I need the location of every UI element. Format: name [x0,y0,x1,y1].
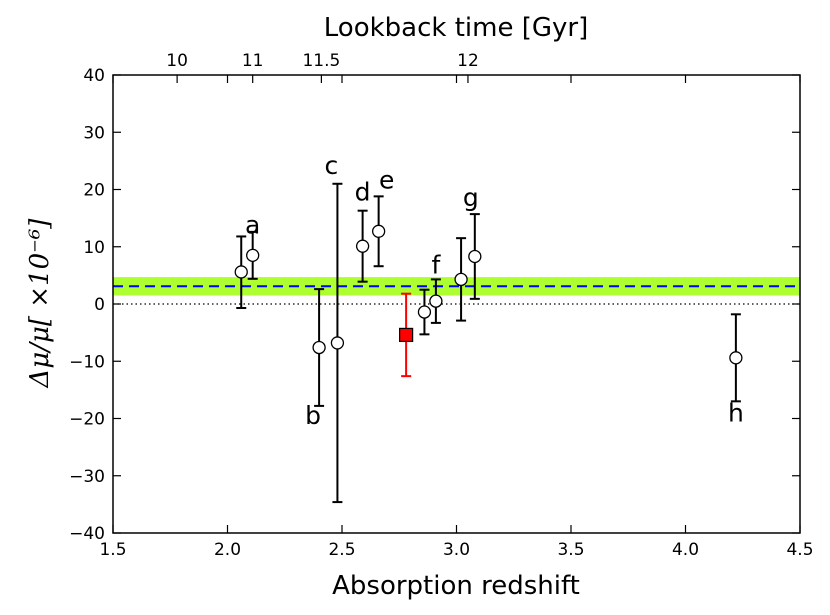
y-tick-label: −10 [69,352,105,372]
y-tick-label: 20 [83,181,105,201]
point-9-marker [468,249,482,264]
x-tick-label: 2.5 [328,540,355,560]
point-label-b: b [305,401,321,430]
point-1-marker [246,248,260,262]
x-tick-label: 1.5 [99,540,126,560]
point-label-g: g [463,183,479,212]
point-4-marker [355,239,370,253]
y-axis-title: Δμ/μ[ ×10⁻⁶] [25,218,55,389]
point-label-h: h [728,398,744,427]
top-tick-label: 11 [242,51,264,71]
point-6-marker [417,305,432,319]
x-tick-label: 3.5 [557,540,584,560]
point-3-marker [330,336,345,350]
top-tick-label: 11.5 [302,51,340,71]
y-tick-label: −40 [69,524,105,544]
x-tick-label: 4.0 [672,540,699,560]
point-8-marker [454,272,468,287]
x-tick-label: 2.0 [214,540,241,560]
y-tick-label: −30 [69,467,105,487]
x-tick-label: 3.0 [443,540,470,560]
y-tick-label: 0 [94,295,105,315]
plot-area: a b cd e f g h [113,151,800,504]
top-tick-label: 10 [166,51,188,71]
point-label-e: e [379,165,394,194]
point-label-d: d [355,178,371,207]
point-0-marker [234,265,248,279]
point-label-a: a [245,210,260,239]
y-tick-label: 30 [83,123,105,143]
axes: 1.5 2.0 2.5 3.0 3.5 4.0 4.5 −40 −30 −20 −10 0 10 20 30… [69,51,813,560]
point-10-marker [729,351,743,365]
point-7-marker [429,294,443,308]
y-tick-label: 40 [83,66,105,86]
point-label-f: f [431,250,441,279]
point-5-marker [371,224,386,238]
y-tick-label: 10 [83,238,105,258]
highlighted-point-marker [399,327,414,343]
x-axis-title: Absorption redshift [332,571,580,601]
y-tick-label: −20 [69,410,105,430]
point-label-c: c [325,151,339,180]
top-tick-label: 12 [457,51,479,71]
top-axis-title: Lookback time [Gyr] [324,13,588,43]
point-2-marker [312,340,326,355]
x-tick-label: 4.5 [786,540,813,560]
